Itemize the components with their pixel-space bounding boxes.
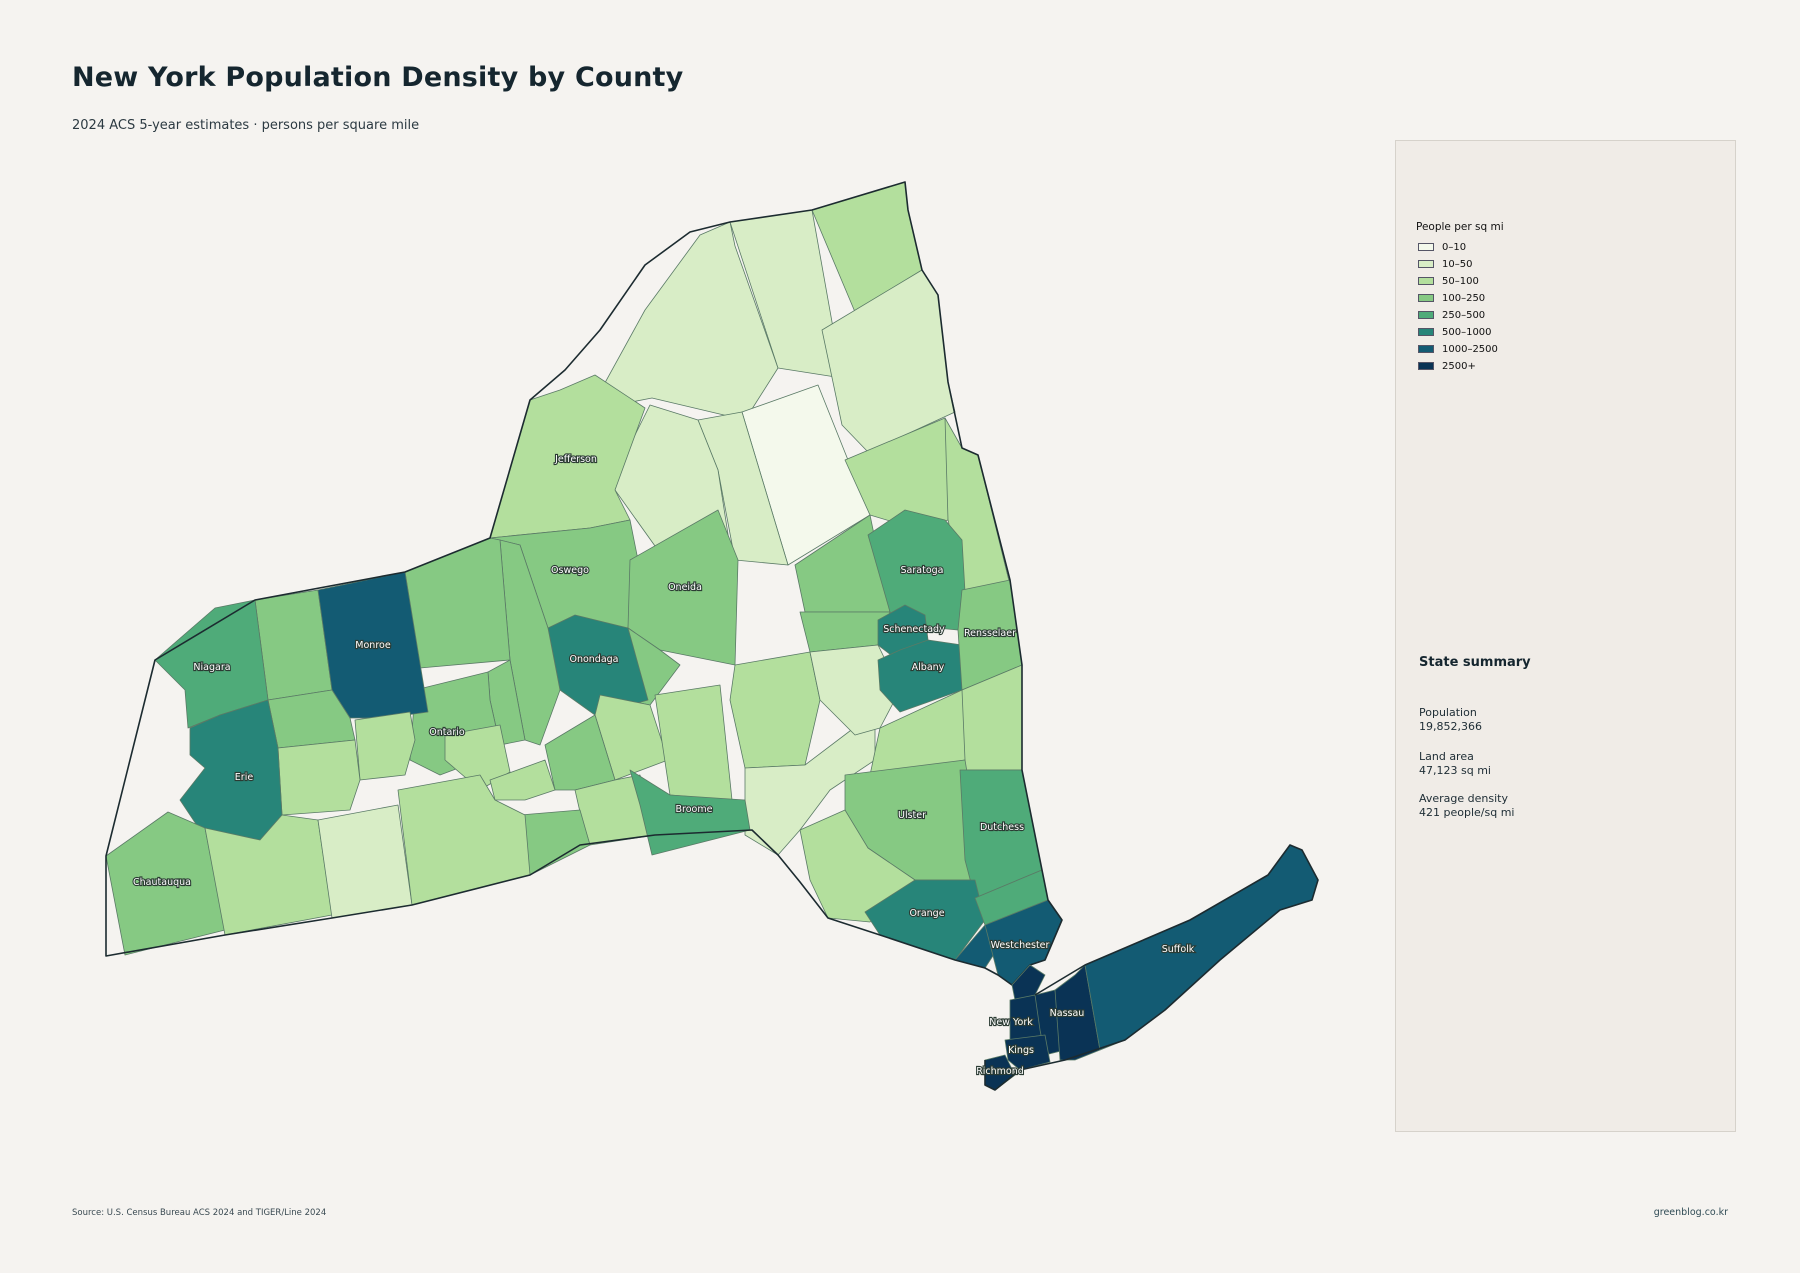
legend-swatch <box>1418 243 1434 251</box>
info-panel: People per sq mi 0–10 10–50 50–100 100–2… <box>1395 140 1736 1132</box>
legend-label: 10–50 <box>1442 258 1473 270</box>
county-region-bronx[interactable] <box>1011 964 1046 1001</box>
legend-swatch <box>1418 311 1434 319</box>
county-label-chautauqua: Chautauqua <box>133 877 191 888</box>
legend-swatch <box>1418 294 1434 302</box>
county-region-livingston[interactable] <box>354 711 416 781</box>
nyc-region <box>984 844 1319 1091</box>
legend-swatch <box>1418 260 1434 268</box>
legend-swatch <box>1418 277 1434 285</box>
county-label-dutchess: Dutchess <box>980 822 1024 833</box>
county-label-niagara: Niagara <box>193 662 230 673</box>
stat-population-label: Population <box>1419 706 1477 719</box>
county-region-suffolk[interactable] <box>1084 844 1319 1051</box>
map-title: New York Population Density by County <box>72 62 684 93</box>
legend-label: 250–500 <box>1442 309 1486 321</box>
county-label-orange: Orange <box>909 908 944 919</box>
county-label-erie: Erie <box>235 772 254 783</box>
county-label-kings: Kings <box>1008 1045 1034 1056</box>
legend-item: 10–50 <box>1418 258 1472 270</box>
legend-item: 250–500 <box>1418 309 1485 321</box>
legend-item: 1000–2500 <box>1418 343 1498 355</box>
stat-land-area: Land area 47,123 sq mi <box>1419 750 1491 778</box>
legend-label: 2500+ <box>1442 360 1476 372</box>
county-region-chemung[interactable] <box>519 809 591 876</box>
county-map: Jefferson Oswego Oneida Saratoga Schenec… <box>105 181 1319 1091</box>
county-label-saratoga: Saratoga <box>901 565 944 576</box>
stat-density: Average density 421 people/sq mi <box>1419 792 1514 820</box>
county-label-new-york: New York <box>989 1017 1033 1028</box>
legend-swatch <box>1418 345 1434 353</box>
summary-title: State summary <box>1419 655 1531 670</box>
legend-item: 2500+ <box>1418 360 1476 372</box>
county-labels: Jefferson Oswego Oneida Saratoga Schenec… <box>132 453 1196 1078</box>
county-region-wyoming[interactable] <box>277 739 361 816</box>
legend-label: 100–250 <box>1442 292 1486 304</box>
county-label-westchester: Westchester <box>991 940 1050 951</box>
county-label-jefferson: Jefferson <box>554 454 597 465</box>
legend-item: 100–250 <box>1418 292 1485 304</box>
county-region-wayne[interactable] <box>404 537 511 669</box>
credit-link[interactable]: greenblog.co.kr <box>1653 1207 1728 1218</box>
stat-land-label: Land area <box>1419 750 1474 763</box>
county-label-broome: Broome <box>676 804 713 815</box>
county-label-richmond: Richmond <box>976 1066 1024 1077</box>
county-region-st-lawrence[interactable] <box>589 221 779 421</box>
legend-label: 500–1000 <box>1442 326 1492 338</box>
county-label-suffolk: Suffolk <box>1162 944 1195 955</box>
county-label-ulster: Ulster <box>898 810 926 821</box>
county-label-rensselaer: Rensselaer <box>964 628 1016 639</box>
county-label-ontario: Ontario <box>429 727 465 738</box>
county-region-cattaraugus[interactable] <box>204 814 333 936</box>
legend-item: 0–10 <box>1418 241 1466 253</box>
county-label-albany: Albany <box>912 662 945 673</box>
county-region-delaware[interactable] <box>744 711 876 856</box>
legend-swatch <box>1418 362 1434 370</box>
county-region-otsego[interactable] <box>729 651 821 769</box>
source-note: Source: U.S. Census Bureau ACS 2024 and … <box>72 1208 327 1218</box>
stat-density-value: 421 people/sq mi <box>1419 806 1515 819</box>
county-label-oswego: Oswego <box>551 565 589 576</box>
legend-label: 50–100 <box>1442 275 1479 287</box>
stat-density-label: Average density <box>1419 792 1508 805</box>
legend-swatch <box>1418 328 1434 336</box>
stat-population-value: 19,852,366 <box>1419 720 1482 733</box>
county-label-onondaga: Onondaga <box>569 654 618 665</box>
county-region-allegany[interactable] <box>317 804 413 919</box>
legend-label: 0–10 <box>1442 241 1467 253</box>
county-label-nassau: Nassau <box>1050 1008 1085 1019</box>
legend-title: People per sq mi <box>1416 221 1504 233</box>
map-subtitle: 2024 ACS 5-year estimates · persons per … <box>72 118 420 133</box>
county-region-cortland[interactable] <box>594 694 669 781</box>
stat-land-value: 47,123 sq mi <box>1419 764 1491 777</box>
county-region-chenango[interactable] <box>654 684 733 801</box>
state-outline <box>105 181 1063 986</box>
county-label-oneida: Oneida <box>668 582 702 593</box>
county-label-monroe: Monroe <box>355 640 391 651</box>
legend-label: 1000–2500 <box>1442 343 1498 355</box>
county-region-schuyler[interactable] <box>489 759 556 801</box>
stat-population: Population 19,852,366 <box>1419 706 1482 734</box>
legend-item: 500–1000 <box>1418 326 1492 338</box>
legend-item: 50–100 <box>1418 275 1479 287</box>
long-island-outline <box>984 844 1319 1091</box>
county-regions <box>105 181 1063 986</box>
county-label-schenectady: Schenectady <box>883 624 945 635</box>
